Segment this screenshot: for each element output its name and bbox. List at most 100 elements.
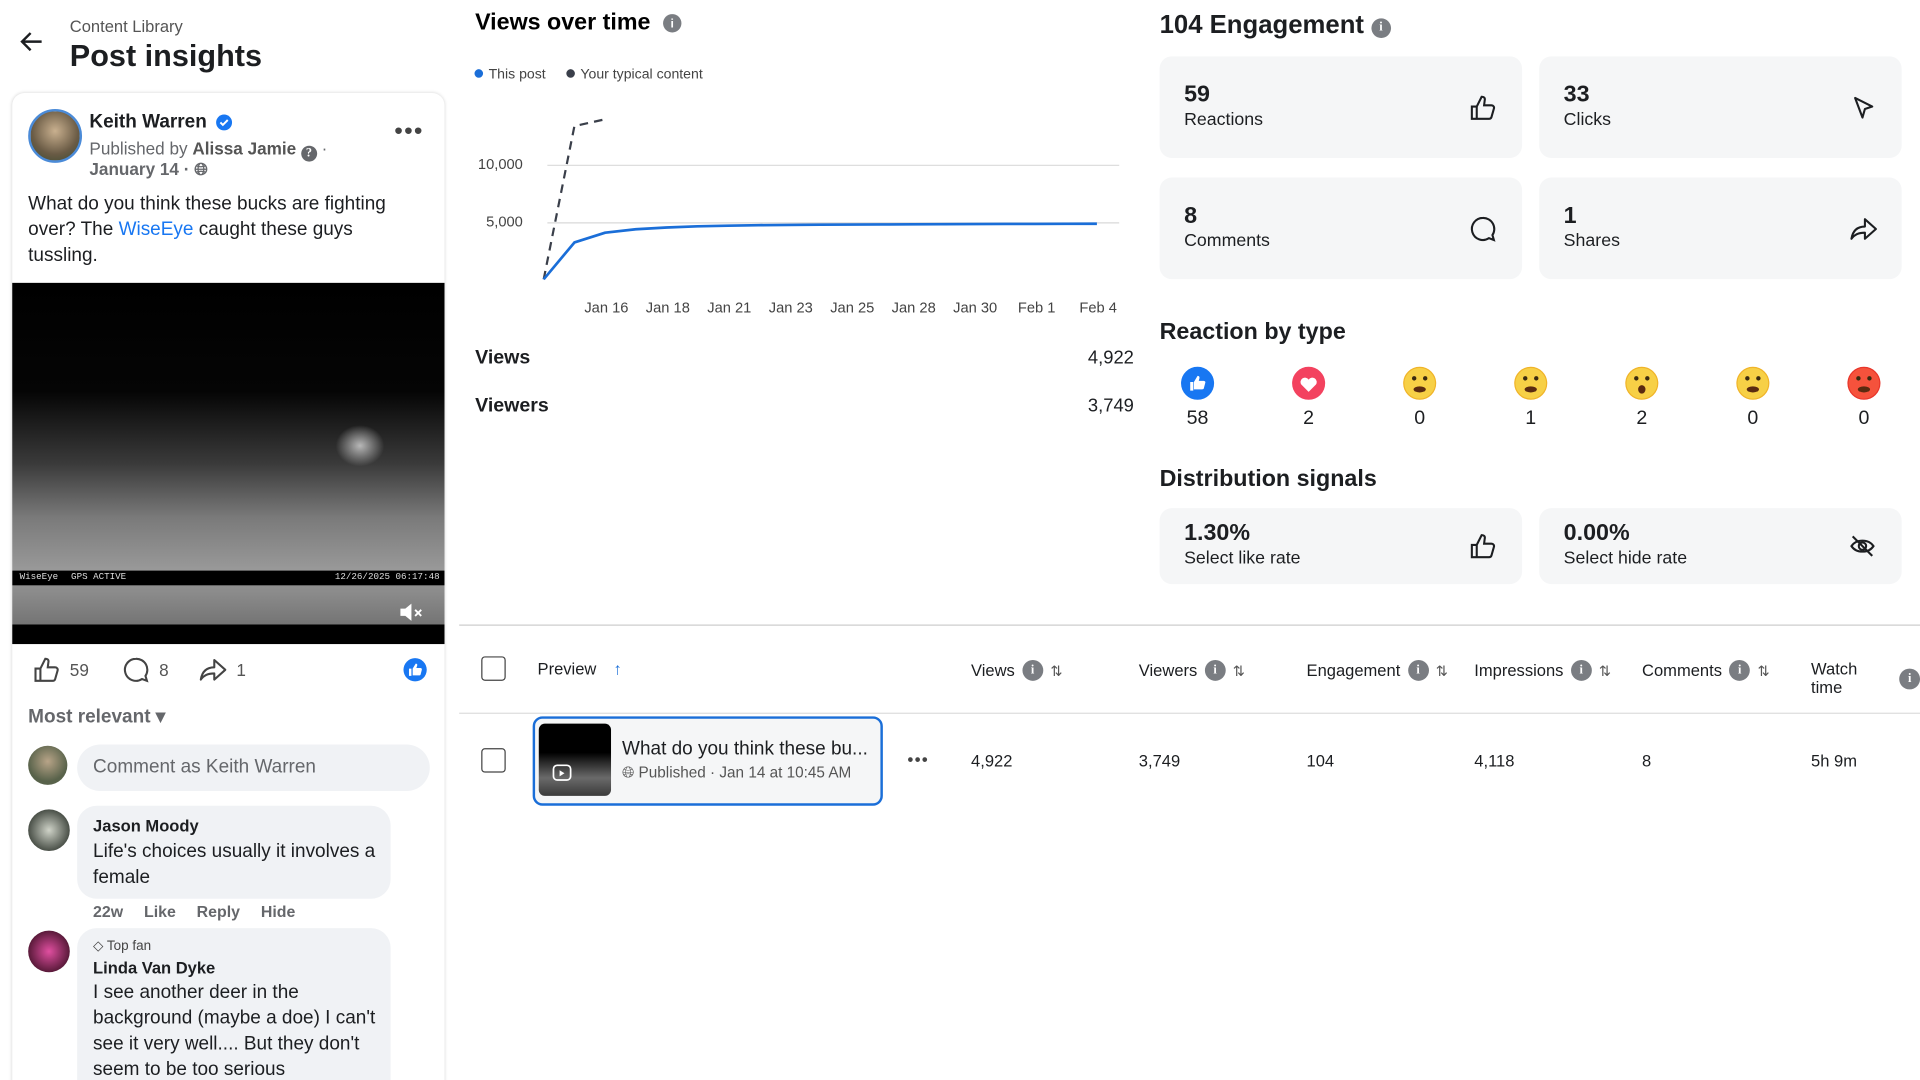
reaction-eye — [1422, 376, 1428, 381]
reaction-eye — [1856, 376, 1861, 381]
verified-badge — [216, 114, 233, 131]
views-chart: Views over time i This post Your typical … — [474, 8, 1120, 316]
row-more-button[interactable]: ••• — [907, 749, 930, 769]
reaction-face — [1514, 366, 1548, 400]
legend-item[interactable]: This post — [474, 65, 546, 81]
column-header-text: Watch time — [1811, 660, 1858, 697]
reaction-count: 0 — [1747, 407, 1758, 429]
post-date[interactable]: January 14 · 🌐︎ — [89, 159, 208, 179]
back-button[interactable] — [17, 29, 44, 53]
info-icon: i — [1407, 660, 1429, 681]
column-header[interactable]: Impressions i ⇅ — [1474, 660, 1611, 681]
more-button[interactable]: ••• — [394, 117, 424, 145]
column-header[interactable]: Comments i ⇅ — [1642, 660, 1770, 681]
info-icon: i — [1899, 667, 1920, 689]
commenter-avatar[interactable] — [28, 930, 70, 973]
metric-card[interactable]: 1 Shares — [1539, 177, 1902, 280]
row-checkbox[interactable] — [481, 748, 506, 773]
comment-icon[interactable] — [122, 656, 149, 683]
sort-icon: ⇅ — [1050, 661, 1063, 679]
reaction-icon[interactable] — [1403, 366, 1437, 400]
like-icon[interactable] — [33, 656, 60, 683]
column-header[interactable]: Watch time i — [1811, 660, 1920, 697]
legend-item[interactable]: Your typical content — [566, 65, 703, 81]
metric-value: 59 — [1184, 81, 1210, 108]
reaction-face — [1736, 366, 1770, 400]
post-link[interactable]: WiseEye — [118, 219, 194, 241]
metric-label: Reactions — [1184, 109, 1264, 130]
commenter-name[interactable]: Jason Moody — [93, 816, 199, 836]
reaction-icon[interactable] — [1847, 366, 1881, 400]
table-cell: 4,922 — [971, 751, 1013, 771]
sort-icon: ⇅ — [1757, 661, 1770, 679]
viewers-value: 3,749 — [1087, 395, 1134, 417]
reaction-icon[interactable] — [1514, 366, 1548, 400]
metric-card[interactable]: 0.00% Select hide rate — [1539, 508, 1902, 585]
camera-overlay: WiseEye GPS ACTIVE 12/26/2025 06:17:48 — [12, 570, 445, 586]
user-avatar — [28, 745, 68, 785]
column-header[interactable]: Views i ⇅ — [971, 660, 1063, 681]
table-cell: 8 — [1642, 751, 1652, 771]
reaction-icon[interactable] — [1292, 366, 1326, 400]
select-all-checkbox[interactable] — [481, 656, 506, 681]
metric-value: 1 — [1563, 202, 1577, 229]
viewers-label: Viewers — [475, 395, 549, 417]
post-image[interactable]: WiseEye GPS ACTIVE 12/26/2025 06:17:48 — [12, 282, 445, 645]
column-header[interactable]: Preview ↑ — [538, 660, 622, 678]
metric-value: 1.30% — [1184, 520, 1251, 547]
metric-value: 33 — [1563, 81, 1590, 108]
comment-bubble — [77, 928, 391, 1080]
column-header[interactable]: Engagement i ⇅ — [1307, 660, 1449, 681]
comment-sort[interactable]: Most relevant ▾ — [28, 706, 166, 728]
comment-meta: 22w Like Reply Hide — [93, 902, 295, 920]
author-name[interactable]: Keith Warren — [89, 111, 207, 133]
y-tick-label: 10,000 — [478, 157, 523, 173]
reaction-face — [1847, 366, 1881, 400]
divider — [459, 712, 1920, 714]
column-header-text: Impressions — [1474, 661, 1564, 680]
info-icon: i — [1204, 660, 1226, 681]
commenter-name[interactable]: Linda Van Dyke — [93, 958, 216, 978]
column-header[interactable]: Viewers i ⇅ — [1139, 660, 1245, 681]
info-icon: i — [1570, 660, 1592, 681]
metric-card[interactable]: 1.30% Select like rate — [1159, 508, 1523, 585]
column-header-text: Viewers — [1138, 661, 1198, 680]
metric-card[interactable]: 8 Comments — [1159, 177, 1523, 280]
author-avatar[interactable] — [28, 108, 83, 163]
reaction-mouth — [1746, 386, 1759, 393]
reaction-eye — [1411, 376, 1417, 381]
metric-card[interactable]: 59 Reactions — [1159, 56, 1523, 158]
info-icon: i — [1022, 660, 1044, 681]
info-icon: ? — [300, 145, 317, 162]
y-tick-label: 5,000 — [486, 215, 523, 231]
comment-input[interactable] — [77, 744, 430, 792]
share-icon[interactable] — [198, 656, 227, 683]
svg-text:i: i — [671, 17, 674, 31]
reaction-icon[interactable] — [1181, 366, 1215, 400]
post-date-text: January 14 — [89, 159, 179, 179]
reaction-count: 2 — [1303, 407, 1314, 429]
comment-hide[interactable]: Hide — [260, 902, 296, 921]
preview-status: Published — [638, 764, 706, 782]
x-tick-label: Jan 30 — [953, 300, 997, 316]
reaction-icon[interactable] — [1625, 366, 1659, 400]
comment-reply[interactable]: Reply — [196, 902, 241, 921]
mute-button[interactable] — [397, 600, 424, 624]
metric-icon — [1470, 95, 1496, 120]
engagement-title: 104 Engagement i — [1160, 11, 1391, 40]
metric-card[interactable]: 33 Clicks — [1539, 56, 1902, 158]
reaction-icon[interactable] — [1736, 366, 1770, 400]
sort-icon: ⇅ — [1435, 661, 1449, 679]
post-text-before: What do you think these bucks are fighti… — [28, 193, 386, 241]
reaction-glyph — [1190, 375, 1206, 391]
comment-like[interactable]: Like — [143, 902, 176, 921]
views-value: 4,922 — [1087, 347, 1134, 369]
legend-label: This post — [489, 65, 546, 81]
info-icon[interactable]: i — [1371, 17, 1391, 38]
comment-text: I see another deer in the background (ma… — [93, 982, 376, 1080]
breadcrumb[interactable]: Content Library — [69, 17, 183, 36]
commenter-avatar[interactable] — [28, 809, 70, 852]
info-icon[interactable]: i — [663, 14, 682, 33]
publisher-name[interactable]: Alissa Jamie — [192, 138, 297, 158]
x-tick-label: Jan 16 — [584, 300, 628, 316]
